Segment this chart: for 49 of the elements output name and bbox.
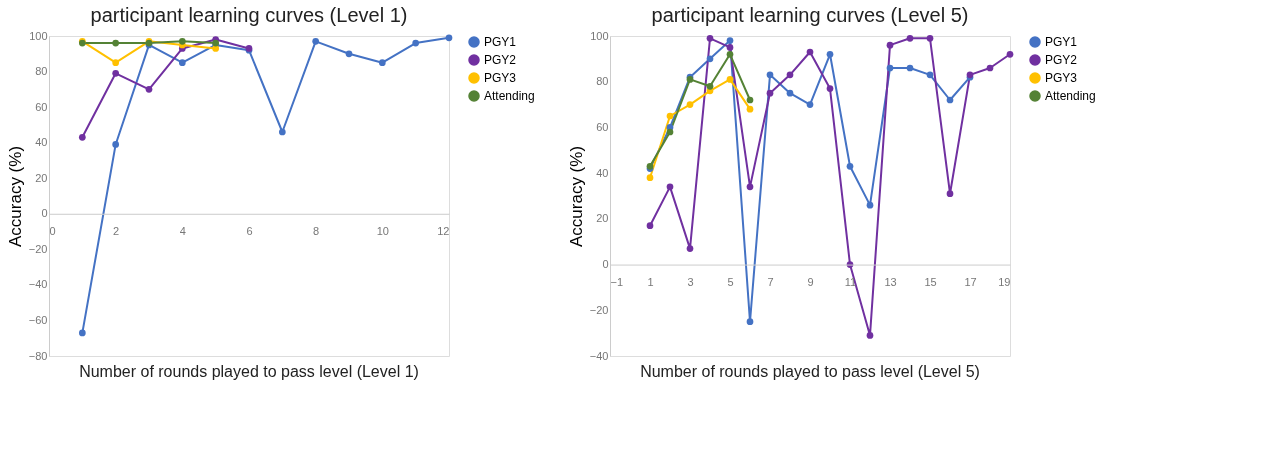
legend-label: PGY1 bbox=[1045, 35, 1078, 49]
y-tick-label: −40 bbox=[28, 278, 48, 291]
x-tick-label: 0 bbox=[49, 225, 56, 238]
chart-title: participant learning curves (Level 1) bbox=[90, 4, 408, 26]
x-axis-title: Number of rounds played to pass level (Level 1) bbox=[79, 363, 419, 380]
legend-label: Attending bbox=[1045, 89, 1096, 103]
x-tick-label: 10 bbox=[376, 225, 389, 238]
x-tick-label: 7 bbox=[767, 276, 774, 289]
y-tick-label: 40 bbox=[35, 136, 48, 149]
y-tick-label: 80 bbox=[35, 65, 48, 78]
legend-label: PGY2 bbox=[1045, 53, 1078, 67]
legend-label: Attending bbox=[484, 89, 535, 103]
x-tick-label: 3 bbox=[687, 276, 694, 289]
x-axis-title: Number of rounds played to pass level (Level 5) bbox=[640, 363, 980, 380]
chart-title: participant learning curves (Level 5) bbox=[651, 4, 969, 26]
legend-label: PGY2 bbox=[484, 53, 517, 67]
legend-label: PGY3 bbox=[484, 71, 517, 85]
y-axis-title: Accuracy (%) bbox=[566, 145, 586, 248]
x-tick-label: 6 bbox=[246, 225, 253, 238]
legend-label: PGY1 bbox=[484, 35, 517, 49]
y-tick-label: 40 bbox=[596, 166, 609, 179]
x-tick-label: 4 bbox=[179, 225, 186, 238]
y-tick-label: 80 bbox=[596, 75, 609, 88]
x-tick-label: 2 bbox=[113, 225, 120, 238]
y-tick-label: 0 bbox=[41, 207, 48, 220]
y-tick-label: −20 bbox=[28, 242, 48, 255]
y-tick-label: 20 bbox=[35, 171, 48, 184]
y-tick-label: 0 bbox=[602, 258, 609, 271]
x-tick-label: 1 bbox=[647, 276, 654, 289]
x-tick-label: −1 bbox=[610, 276, 624, 289]
y-tick-label: −20 bbox=[589, 303, 609, 316]
y-tick-label: −60 bbox=[28, 313, 48, 326]
y-axis-title: Accuracy (%) bbox=[5, 145, 25, 248]
x-tick-label: 9 bbox=[807, 276, 814, 289]
y-tick-label: 100 bbox=[29, 29, 48, 42]
y-tick-label: 100 bbox=[590, 29, 609, 42]
y-tick-label: 60 bbox=[35, 100, 48, 113]
y-tick-label: −80 bbox=[28, 349, 48, 362]
legend-label: PGY3 bbox=[1045, 71, 1078, 85]
x-tick-label: 8 bbox=[313, 225, 320, 238]
x-tick-label: 13 bbox=[884, 276, 897, 289]
x-tick-label: 15 bbox=[924, 276, 937, 289]
x-tick-label: 17 bbox=[964, 276, 977, 289]
y-tick-label: −40 bbox=[589, 349, 609, 362]
x-tick-label: 19 bbox=[998, 276, 1011, 289]
x-tick-label: 12 bbox=[437, 225, 450, 238]
y-tick-label: 20 bbox=[596, 212, 609, 225]
y-tick-label: 60 bbox=[596, 120, 609, 133]
x-tick-label: 5 bbox=[727, 276, 734, 289]
